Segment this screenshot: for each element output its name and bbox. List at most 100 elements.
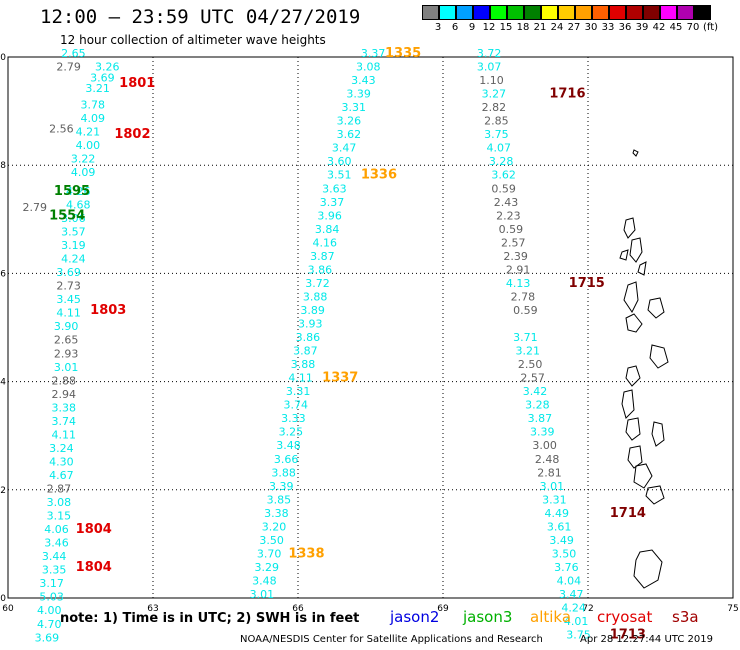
wave-height-value: 3.60 <box>327 155 352 168</box>
wave-height-value: 5.03 <box>39 591 64 604</box>
wave-height-value: 4.70 <box>37 618 62 631</box>
wave-height-value: 4.68 <box>66 198 91 211</box>
island-outline <box>627 445 643 469</box>
wave-height-value: 4.67 <box>49 469 73 482</box>
wave-height-value: 3.51 <box>327 169 352 182</box>
wave-height-value: 3.39 <box>530 426 555 439</box>
x-tick-label: 63 <box>147 604 158 614</box>
island-outline <box>632 149 639 157</box>
legend-item-jason3: jason3 <box>463 608 513 626</box>
colorbar-swatch <box>507 5 524 20</box>
colorbar-swatch <box>422 5 439 20</box>
colorbar-label: 45 <box>669 22 683 33</box>
wave-height-value: 3.75 <box>566 629 591 642</box>
wave-height-value: 3.69 <box>56 266 80 279</box>
wave-height-value: 2.87 <box>47 483 72 496</box>
island-outline <box>625 313 643 333</box>
wave-height-value: 3.72 <box>305 277 330 290</box>
wave-height-value: 4.11 <box>288 372 313 385</box>
wave-height-value: 4.09 <box>71 166 96 179</box>
colorbar-label: 21 <box>533 22 547 33</box>
colorbar-label: 36 <box>618 22 632 33</box>
colorbar-swatch <box>677 5 694 20</box>
wave-height-value: 3.47 <box>332 142 357 155</box>
legend-item-jason2: jason2 <box>390 608 440 626</box>
wave-height-value: 2.56 <box>49 123 73 136</box>
colorbar-label: 70 <box>686 22 700 33</box>
colorbar-unit: (ft) <box>703 22 719 33</box>
island-outline <box>619 249 629 261</box>
wave-height-value: 3.76 <box>554 561 579 574</box>
wave-height-value: 3.25 <box>279 426 304 439</box>
pass-time-label: 1802 <box>114 127 150 142</box>
generated-timestamp: Apr 28 12:27:44 UTC 2019 <box>580 634 713 645</box>
y-tick-label: 6 <box>0 269 6 279</box>
pass-time-label: 1554 <box>49 208 85 223</box>
wave-height-value: 3.62 <box>491 169 516 182</box>
colorbar-swatch <box>558 5 575 20</box>
pass-time-label: 1804 <box>76 560 112 575</box>
colorbar-swatch <box>575 5 592 20</box>
wave-height-value: 2.79 <box>23 201 48 214</box>
wave-height-value: 3.88 <box>271 466 296 479</box>
wave-height-value: 4.24 <box>61 253 86 266</box>
wave-height-value: 0.59 <box>499 223 524 236</box>
pass-time-label: 1336 <box>361 168 397 183</box>
wave-height-value: 3.88 <box>303 290 328 303</box>
wave-height-value: 3.42 <box>523 385 548 398</box>
wave-height-value: 3.37 <box>320 196 345 209</box>
wave-height-value: 3.49 <box>549 534 574 547</box>
wave-height-value: 4.26 <box>66 185 91 198</box>
island-outline <box>625 417 641 441</box>
map-title: 12:00 — 23:59 UTC 04/27/2019 <box>40 6 361 28</box>
wave-height-value: 4.09 <box>81 112 106 125</box>
wave-height-value: 4.00 <box>37 604 62 617</box>
wave-height-value: 3.21 <box>85 82 110 95</box>
colorbar-label: 3 <box>434 22 442 33</box>
wave-height-value: 3.35 <box>42 564 66 577</box>
island-outline <box>621 389 635 419</box>
wave-height-value: 2.57 <box>501 236 526 249</box>
wave-height-value: 2.82 <box>482 101 507 114</box>
wave-height-value: 0.59 <box>491 182 516 195</box>
colorbar-label: 18 <box>516 22 530 33</box>
wave-height-value: 3.48 <box>252 574 276 587</box>
wave-height-value: 3.08 <box>47 496 72 509</box>
wave-height-value: 2.78 <box>511 290 535 303</box>
wave-height-value: 3.74 <box>52 415 77 428</box>
wave-height-value: 4.16 <box>313 236 338 249</box>
wave-height-value: 4.24 <box>561 602 586 615</box>
wave-height-value: 3.01 <box>54 361 79 374</box>
wave-height-value: 2.43 <box>494 196 519 209</box>
wave-height-value: 3.66 <box>274 453 299 466</box>
footer-note: note: 1) Time is in UTC; 2) SWH is in fe… <box>60 611 360 626</box>
legend-item-cryosat: cryosat <box>597 608 653 626</box>
wave-height-value: 2.23 <box>496 209 520 222</box>
colorbar-swatch <box>643 5 660 20</box>
wave-height-value: 3.01 <box>250 588 275 601</box>
wave-height-value: 3.33 <box>281 412 306 425</box>
colorbar-swatch <box>524 5 541 20</box>
wave-height-value: 3.62 <box>337 128 362 141</box>
x-tick-label: 60 <box>2 604 14 614</box>
island-outline <box>651 421 665 447</box>
wave-height-value: 4.07 <box>487 142 512 155</box>
wave-height-value: 3.15 <box>47 510 72 523</box>
wave-height-value: 3.26 <box>337 115 362 128</box>
wave-height-value: 3.20 <box>262 520 287 533</box>
pass-time-label: 1715 <box>569 276 605 291</box>
wave-height-value: 3.87 <box>293 345 318 358</box>
wave-height-value: 3.08 <box>356 61 381 74</box>
wave-height-value: 3.47 <box>559 588 584 601</box>
wave-height-value: 3.46 <box>44 537 69 550</box>
y-tick-label: 10 <box>0 53 6 63</box>
wave-height-value: 2.93 <box>54 347 79 360</box>
wave-height-value: 3.21 <box>516 345 541 358</box>
wave-height-value: 3.90 <box>54 320 79 333</box>
island-outline <box>647 297 665 319</box>
wave-height-value: 2.50 <box>518 358 543 371</box>
wave-height-value: 4.00 <box>76 139 101 152</box>
colorbar-label: 6 <box>451 22 459 33</box>
wave-height-value: 3.96 <box>317 209 342 222</box>
pass-time-label: 1337 <box>322 371 358 386</box>
